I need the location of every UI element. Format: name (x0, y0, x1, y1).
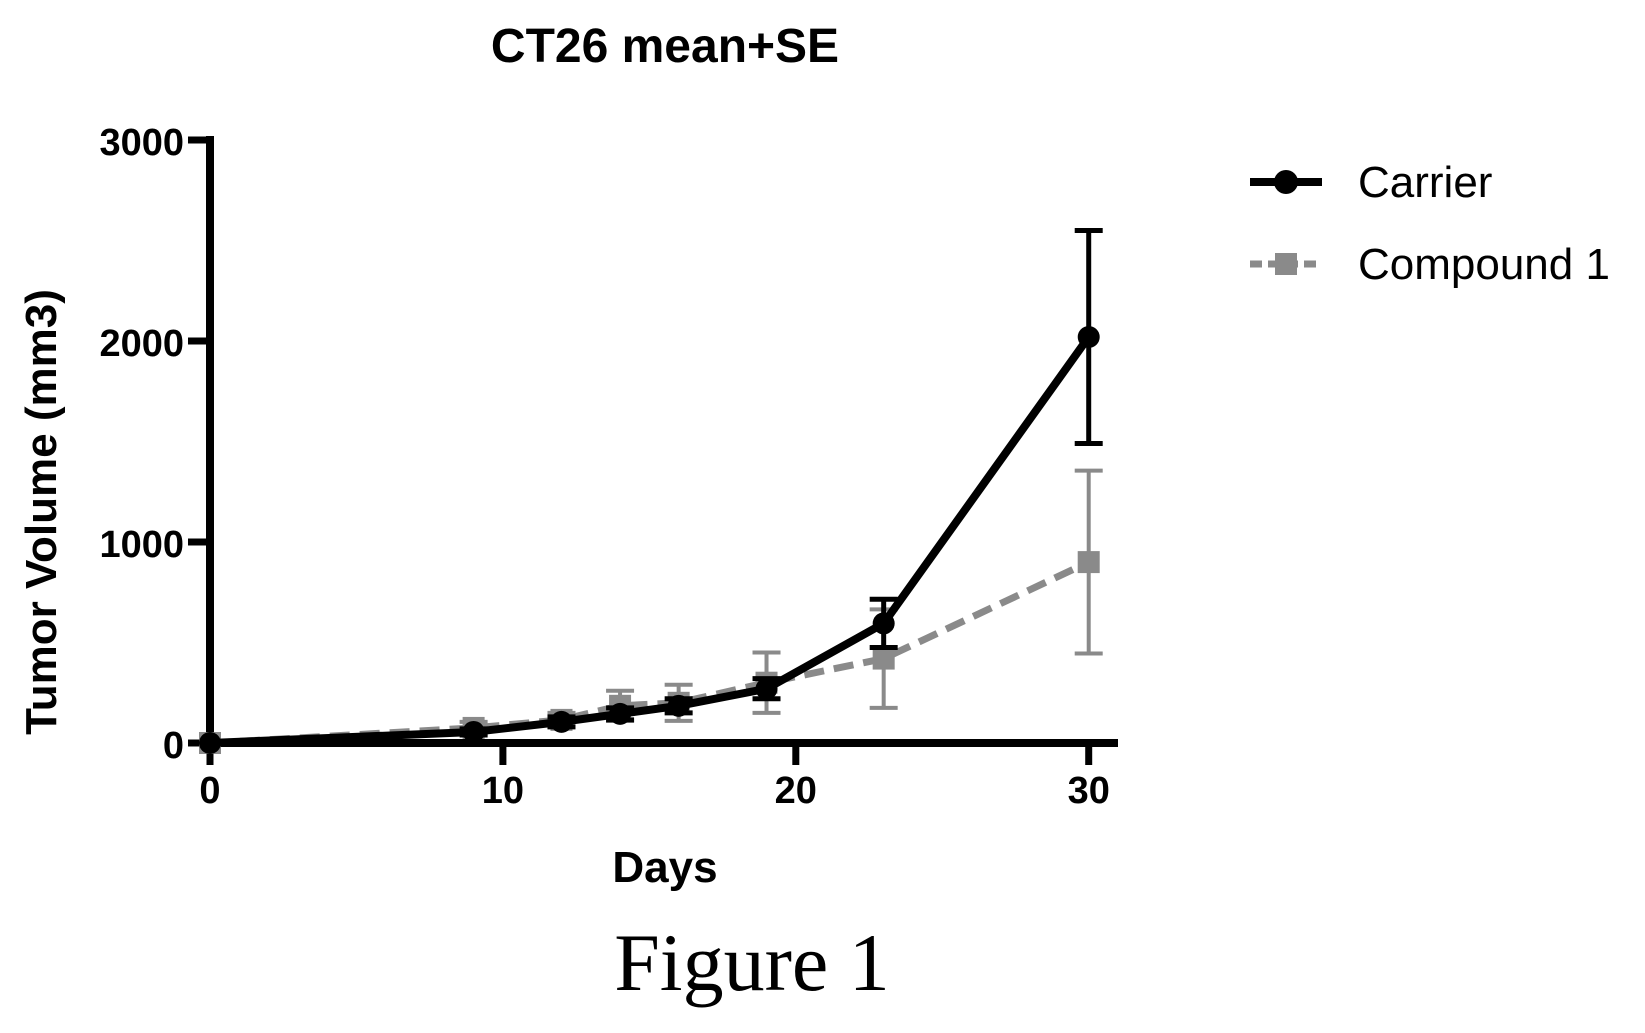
series-group (199, 227, 1103, 754)
legend-item: Carrier (1250, 158, 1492, 207)
x-tick-label: 0 (199, 770, 220, 812)
y-tick-label: 0 (163, 725, 184, 767)
chart-title: CT26 mean+SE (491, 20, 839, 73)
y-tick-label: 2000 (99, 323, 184, 365)
data-point-marker (550, 710, 573, 733)
x-axis: 0 10 20 30 (199, 739, 1118, 812)
y-tick-label: 1000 (99, 524, 184, 566)
data-point-marker (462, 720, 485, 743)
figure-caption: Figure 1 (614, 917, 890, 1008)
data-point-marker (755, 677, 778, 700)
legend-label: Carrier (1358, 158, 1492, 207)
series-line (209, 558, 1091, 747)
data-point-marker (1077, 551, 1100, 574)
series-line (209, 334, 1092, 747)
legend-marker (1274, 170, 1298, 194)
data-point-marker (872, 612, 895, 635)
legend: Carrier Compound 1 (1250, 158, 1610, 289)
y-axis-label: Tumor Volume (mm3) (17, 289, 66, 735)
x-tick-label: 10 (482, 770, 524, 812)
y-axis: 0 1000 2000 3000 (99, 122, 214, 767)
data-point-marker (199, 732, 221, 754)
data-point-marker (609, 702, 632, 725)
x-tick-label: 30 (1068, 770, 1110, 812)
y-tick-label: 3000 (99, 122, 184, 164)
data-point-marker (872, 647, 895, 670)
x-axis-label: Days (612, 843, 717, 892)
legend-label: Compound 1 (1358, 240, 1610, 289)
data-point-marker (667, 694, 690, 717)
data-point-marker (1077, 325, 1100, 348)
legend-item: Compound 1 (1250, 240, 1610, 289)
legend-marker (1275, 253, 1297, 275)
series-carrier (199, 227, 1103, 754)
x-tick-label: 20 (775, 770, 817, 812)
